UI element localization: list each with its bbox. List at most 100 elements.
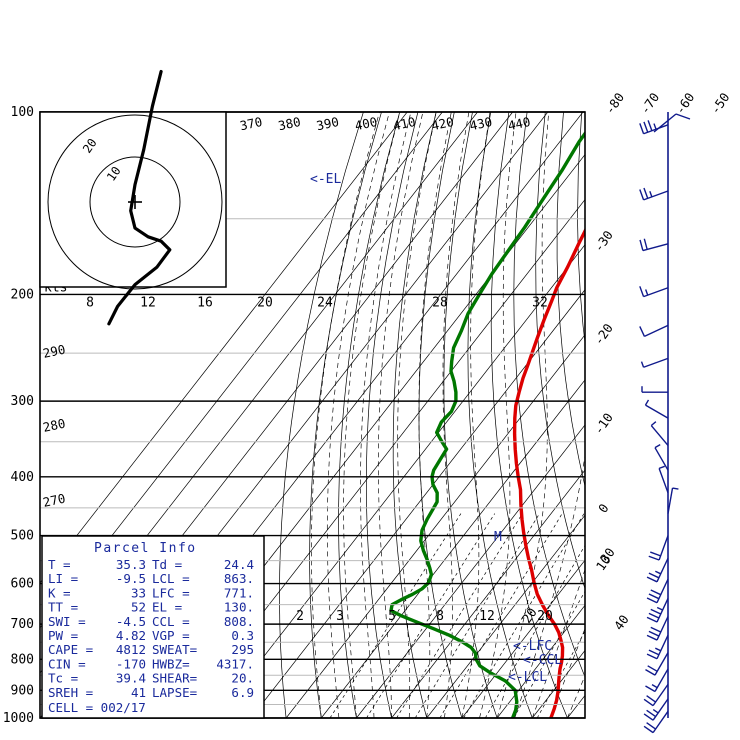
theta-label-left: 290 <box>42 342 67 361</box>
parcel-label: CCL = <box>152 614 190 629</box>
mixing-ratio-label: 3 <box>336 609 344 624</box>
wind-barb <box>646 634 669 660</box>
theta-label-top: 410 <box>392 114 417 133</box>
wind-barb <box>650 421 669 446</box>
pressure-tick-label: 1000 <box>3 711 34 726</box>
isotherm-label-right: 10 <box>593 552 614 573</box>
theta-label-top: 390 <box>315 114 340 133</box>
parcel-label: SWEAT= <box>152 642 197 657</box>
parcel-label: LI = <box>48 571 78 586</box>
parcel-value: -170 <box>116 656 146 671</box>
parcel-label: LAPSE= <box>152 685 197 700</box>
isotherm-label-right: 20 <box>519 605 540 626</box>
wind-speed-scale-label: 8 <box>86 295 94 310</box>
hodograph-ring-label: 10 <box>104 164 124 184</box>
parcel-value: 808. <box>224 614 254 629</box>
parcel-value: 41 <box>131 685 146 700</box>
wind-barb <box>658 465 669 494</box>
wind-barb <box>648 535 669 561</box>
parcel-value: 35.3 <box>116 557 146 572</box>
mixing-ratio-label: 2 <box>296 609 304 624</box>
ccl-annotation: <-CCL <box>523 653 562 668</box>
parcel-label: Td = <box>152 557 182 572</box>
parcel-label: HWBZ= <box>152 656 190 671</box>
pressure-tick-label: 900 <box>11 683 34 698</box>
full-barb-legend-symbol <box>653 113 691 133</box>
pressure-tick-label: 600 <box>11 577 34 592</box>
wind-barb <box>654 444 669 471</box>
theta-label-left: 280 <box>42 416 67 435</box>
theta-label-left: 270 <box>42 491 67 510</box>
parcel-label: SWI = <box>48 614 86 629</box>
mixing-ratio-label: 8 <box>436 609 444 624</box>
pressure-tick-label: 500 <box>11 529 34 544</box>
parcel-label: SHEAR= <box>152 671 197 686</box>
parcel-value: 4812 <box>116 642 146 657</box>
wind-barb <box>639 238 669 252</box>
parcel-label: LCL = <box>152 571 190 586</box>
parcel-value: 6.9 <box>231 685 254 700</box>
theta-label-top: 370 <box>238 114 263 133</box>
dewpoint-profile <box>389 130 585 718</box>
wind-barb <box>645 652 669 676</box>
parcel-label: CAPE = <box>48 642 93 657</box>
theta-label-top: 400 <box>353 114 378 133</box>
pressure-tick-label: 200 <box>11 287 34 302</box>
pressure-tick-label: 400 <box>11 470 34 485</box>
pressure-tick-label: 700 <box>11 617 34 632</box>
wind-barb <box>667 487 679 514</box>
mixing-ratio-label: 12 <box>479 609 495 624</box>
wind-speed-scale-label: 12 <box>140 295 156 310</box>
parcel-value: 39.4 <box>116 671 146 686</box>
wind-barb <box>643 710 669 734</box>
parcel-value: -9.5 <box>116 571 146 586</box>
parcel-value: 33 <box>131 585 146 600</box>
wind-barb <box>643 698 669 721</box>
parcel-cell: CELL = 002/17 <box>48 700 146 715</box>
mixing-ratio-label: 5 <box>388 609 396 624</box>
hodograph-trace <box>107 69 172 326</box>
wind-barb <box>639 187 669 201</box>
parcel-info-title: Parcel Info <box>94 541 197 556</box>
isotherm-label-right: 30 <box>597 545 618 566</box>
lfc-annotation: <-LFC <box>513 639 552 654</box>
parcel-value: 4317. <box>216 656 254 671</box>
parcel-label: PW = <box>48 628 78 643</box>
parcel-value: 863. <box>224 571 254 586</box>
parcel-value: -4.5 <box>116 614 146 629</box>
wind-barb <box>646 557 669 583</box>
pressure-tick-label: 300 <box>11 394 34 409</box>
mixed-layer-marker: M <box>494 530 502 545</box>
parcel-value: 4.82 <box>116 628 146 643</box>
theta-label-top: 440 <box>507 114 532 133</box>
parcel-value: 130. <box>224 600 254 615</box>
wind-barb <box>639 120 669 135</box>
hodograph-ring-label: 20 <box>80 136 100 156</box>
mixing-ratio-label: 20 <box>537 609 553 624</box>
wind-speed-scale-label: 32 <box>532 295 548 310</box>
wind-speed-scale-label: 24 <box>317 295 333 310</box>
wind-barb <box>640 357 669 368</box>
hodograph-ring-10 <box>89 156 181 248</box>
wind-speed-scale-label: 28 <box>432 295 448 310</box>
parcel-label: VGP = <box>152 628 190 643</box>
parcel-label: CIN = <box>48 656 86 671</box>
wind-barb <box>641 386 668 393</box>
theta-label-top: 420 <box>430 114 455 133</box>
parcel-value: 295 <box>231 642 254 657</box>
parcel-value: 0.3 <box>231 628 254 643</box>
pressure-tick-label: 800 <box>11 652 34 667</box>
wind-barb <box>646 578 669 604</box>
theta-label-top: 430 <box>468 114 493 133</box>
parcel-info-box <box>41 535 265 719</box>
wind-barb <box>646 616 669 641</box>
el-annotation: <-EL <box>310 172 341 187</box>
wind-barb <box>644 399 669 419</box>
wind-barb <box>645 668 669 693</box>
temperature-profile <box>512 227 585 718</box>
parcel-value: 24.4 <box>224 557 254 572</box>
lcl-annotation: <-LCL <box>508 670 547 685</box>
wind-speed-scale-label: 16 <box>197 295 213 310</box>
parcel-label: Tc = <box>48 671 78 686</box>
